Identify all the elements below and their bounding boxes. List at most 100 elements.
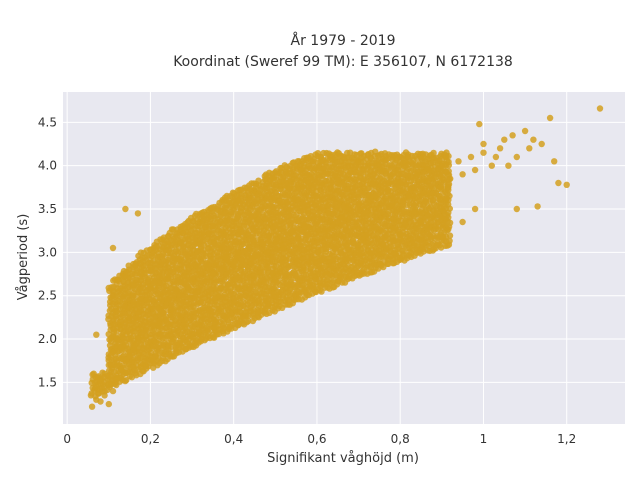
data-point [445,201,452,208]
data-point [492,153,500,161]
data-point [245,317,252,325]
data-point [209,223,217,230]
x-axis-ticks: 0 0,2 0,4 0,6 0,8 1 1,2 [63,432,576,446]
data-point [159,309,167,317]
data-point [446,232,454,239]
data-point [134,335,142,343]
data-point [93,383,100,390]
data-point [445,152,452,160]
data-point [438,214,445,221]
data-point [130,301,137,308]
data-point [534,203,541,210]
data-point [555,179,562,187]
data-point [445,158,452,166]
data-point [118,344,125,351]
data-point [476,120,483,128]
data-point [126,353,133,360]
x-tick-label: 1,2 [557,432,576,446]
data-point [505,162,512,169]
data-point [218,266,225,273]
data-point [546,114,554,122]
data-point [376,205,383,213]
y-tick-label: 2.5 [38,289,57,303]
data-point [193,288,200,295]
data-point [151,314,158,321]
chart-title-line1: År 1979 - 2019 [291,32,396,49]
data-point [313,192,321,200]
data-point [163,270,171,278]
data-point [122,327,129,334]
data-point [521,127,529,135]
y-tick-label: 4.5 [38,115,57,129]
data-point [222,253,229,260]
y-axis-title: Vågperiod (s) [16,214,31,301]
data-point [105,361,113,369]
data-point [138,292,146,299]
data-point [126,314,133,321]
data-point [430,179,437,187]
data-point [172,288,179,295]
data-point [413,171,421,178]
data-point [388,201,396,208]
data-point [397,231,404,239]
data-point [147,318,154,325]
data-point [259,240,266,247]
data-point [530,136,537,143]
x-tick-label: 0,2 [141,432,160,446]
data-point [334,218,341,226]
data-point [138,331,146,338]
data-point [245,312,252,320]
data-point [292,236,300,243]
data-point [209,270,217,278]
data-point [101,370,108,377]
data-point [213,257,221,265]
data-point [113,374,121,382]
data-point [446,237,453,244]
data-point [251,253,258,260]
data-point [176,292,183,299]
x-tick-label: 1 [480,432,488,446]
data-point [563,181,570,188]
data-point [455,158,462,165]
data-point [122,357,129,364]
y-tick-label: 3.5 [38,202,57,216]
data-point [234,249,241,256]
x-tick-label: 0,8 [391,432,410,446]
data-point [205,262,212,269]
data-point [467,153,475,161]
data-point [471,205,479,213]
data-point [509,132,516,139]
data-point [109,348,117,356]
data-point [109,244,117,252]
data-point [247,244,254,252]
data-point [134,210,142,217]
data-point [438,162,445,169]
data-point [105,400,113,408]
data-point [338,214,346,221]
data-point [97,398,104,405]
data-point [501,136,508,143]
y-tick-label: 3.0 [38,245,57,259]
data-point [272,223,279,230]
data-point [596,105,604,112]
data-point [347,214,354,221]
data-point [446,192,453,200]
data-point [143,327,150,334]
x-tick-label: 0 [63,432,71,446]
data-point [355,201,362,208]
data-point [134,309,142,317]
data-point [496,145,504,152]
data-point [122,205,129,213]
data-point [163,296,171,304]
data-point [459,171,466,178]
data-point [168,301,175,308]
data-point [447,175,454,182]
data-point [363,210,371,217]
chart-title-line2: Koordinat (Sweref 99 TM): E 356107, N 61… [173,54,513,70]
data-point [526,145,533,152]
data-point [88,403,96,410]
x-axis-title: Signifikant våghöjd (m) [267,451,419,466]
data-point [363,231,371,239]
data-point [280,244,287,252]
y-tick-label: 2.0 [38,332,57,346]
